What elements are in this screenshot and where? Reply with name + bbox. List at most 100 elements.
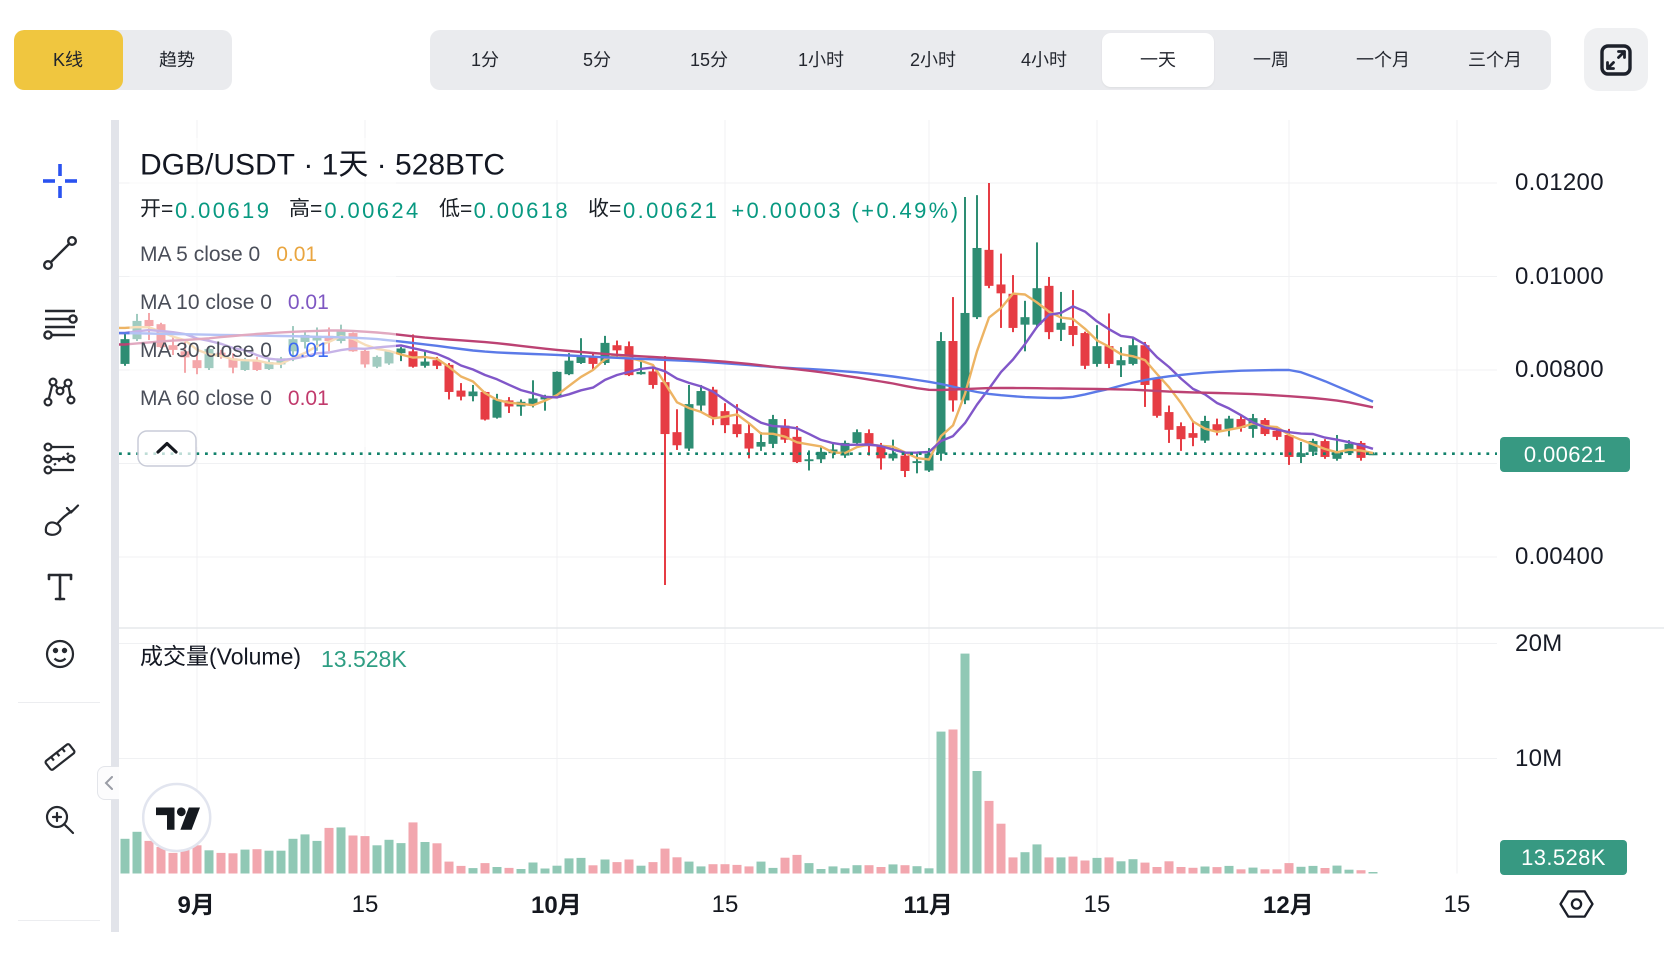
volume-bar xyxy=(708,864,718,874)
sidebar-divider xyxy=(18,920,100,921)
volume-bar xyxy=(1056,857,1066,874)
ma-legend-row-2: MA 30 close 0 0.01 xyxy=(140,334,329,368)
volume-bar xyxy=(372,845,382,874)
svg-text:2: 2 xyxy=(910,50,920,70)
timeframe-button-8[interactable] xyxy=(1327,30,1439,90)
forecast-icon xyxy=(43,442,76,475)
timeframe-button-5[interactable]: 4 xyxy=(990,30,1102,90)
tool-ruler[interactable] xyxy=(32,729,88,785)
brush-icon xyxy=(44,504,80,536)
ma-label: MA 10 close 0 xyxy=(140,291,272,314)
candle-body xyxy=(1176,426,1186,440)
volume-bar xyxy=(888,864,898,874)
volume-bar xyxy=(864,865,874,874)
candle-body xyxy=(684,404,694,449)
ma-value: 0.01 xyxy=(287,387,329,410)
time-axis-label: 15 xyxy=(1443,891,1471,918)
volume-bar xyxy=(1344,869,1354,874)
volume-bar xyxy=(1212,867,1222,874)
timeframe-button-6[interactable] xyxy=(1102,33,1215,87)
timeframe-button-9[interactable] xyxy=(1439,30,1551,90)
tool-horizontal-lines[interactable] xyxy=(32,295,88,351)
candle-body xyxy=(792,436,802,463)
tradingview-logo-dot xyxy=(176,807,186,817)
volume-bars xyxy=(120,653,1378,874)
candle-body xyxy=(528,398,538,405)
pane-collapse-button[interactable] xyxy=(137,430,197,467)
price-axis-label: 0.00400 xyxy=(1515,543,1604,570)
time-axis-label: 15 xyxy=(711,891,739,918)
candle-body xyxy=(732,424,742,435)
candle-body xyxy=(1152,377,1162,416)
svg-text:=: = xyxy=(161,197,173,220)
candle-body xyxy=(1020,317,1030,325)
volume-bar xyxy=(852,865,862,874)
tradingview-logo xyxy=(156,807,175,830)
symbol-title: DGB/USDT · 1 · 528BTC xyxy=(140,147,507,181)
volume-bar xyxy=(996,823,1006,874)
candle-body xyxy=(1308,441,1318,452)
candle-body xyxy=(696,391,706,406)
time-axis-label: 11 xyxy=(904,892,955,918)
volume-bar xyxy=(516,869,526,874)
chart-type-tab-0[interactable]: K xyxy=(14,30,123,90)
candle-body xyxy=(1092,346,1102,364)
ma-legend-row-3: MA 60 close 0 0.01 xyxy=(140,382,329,416)
tool-zoom-in[interactable] xyxy=(32,792,88,848)
svg-text:11: 11 xyxy=(904,892,929,918)
svg-text:(Volume): (Volume) xyxy=(209,644,301,669)
svg-text:1: 1 xyxy=(798,50,808,70)
candle-body xyxy=(480,391,490,420)
timeframe-button-4[interactable]: 2 xyxy=(878,30,990,90)
volume-bar xyxy=(540,868,550,874)
sidebar-separator[interactable] xyxy=(111,120,119,932)
candle-body xyxy=(888,453,898,459)
price-axis-label: 0.01200 xyxy=(1515,169,1604,196)
candle-body xyxy=(1284,434,1294,457)
volume-bar xyxy=(960,653,970,874)
candle-body xyxy=(1128,345,1138,364)
timeframe-button-7[interactable] xyxy=(1215,30,1327,90)
ma-label: MA 60 close 0 xyxy=(140,387,272,410)
expand-icon xyxy=(1600,43,1632,76)
volume-bar xyxy=(1152,867,1162,874)
timeframe-button-3[interactable]: 1 xyxy=(766,30,878,90)
candle-body xyxy=(1200,420,1210,441)
candle-body xyxy=(420,361,430,366)
chart-type-tab-1[interactable] xyxy=(123,30,232,90)
volume-bar xyxy=(948,729,958,874)
time-axis-label: 9 xyxy=(178,892,217,918)
ohlc-label: = xyxy=(140,197,175,226)
volume-bar xyxy=(1332,865,1342,874)
tool-trend-line[interactable] xyxy=(32,225,88,281)
ohlc-value: +0.00003 (+0.49%) xyxy=(731,198,961,223)
fullscreen-button[interactable] xyxy=(1584,28,1648,91)
tradingview-watermark xyxy=(141,782,212,853)
candlestick-chart[interactable] xyxy=(119,120,1664,964)
sidebar-collapse-handle[interactable] xyxy=(97,766,119,800)
volume-bar xyxy=(528,862,538,874)
timeframe-button-1[interactable]: 5 xyxy=(542,30,654,90)
price-axis-label: 0.01000 xyxy=(1515,262,1604,290)
tool-xabcd-pattern[interactable] xyxy=(32,363,88,419)
timeframe-button-0[interactable]: 1 xyxy=(430,30,542,90)
tool-forecast[interactable] xyxy=(32,429,88,485)
tool-brush[interactable] xyxy=(32,492,88,548)
volume-bar xyxy=(684,861,694,874)
volume-bar xyxy=(240,849,250,874)
axis-settings-button[interactable] xyxy=(1558,888,1595,920)
volume-bar xyxy=(336,827,346,874)
tool-text[interactable] xyxy=(32,558,88,614)
tool-emoji[interactable] xyxy=(32,626,88,682)
volume-bar xyxy=(564,858,574,874)
timeframe-button-2[interactable]: 15 xyxy=(654,30,766,90)
volume-bar xyxy=(612,862,622,874)
volume-bar xyxy=(480,863,490,874)
candle-body xyxy=(492,399,502,418)
tool-crosshair[interactable] xyxy=(32,153,88,209)
text-icon xyxy=(47,573,73,601)
volume-bar xyxy=(1164,861,1174,874)
ohlc-readout: = 0.00619 = 0.00624 = 0.00618 = 0.00621 +0.00003… xyxy=(140,197,961,226)
volume-bar xyxy=(264,850,274,874)
candle-body xyxy=(984,249,994,286)
